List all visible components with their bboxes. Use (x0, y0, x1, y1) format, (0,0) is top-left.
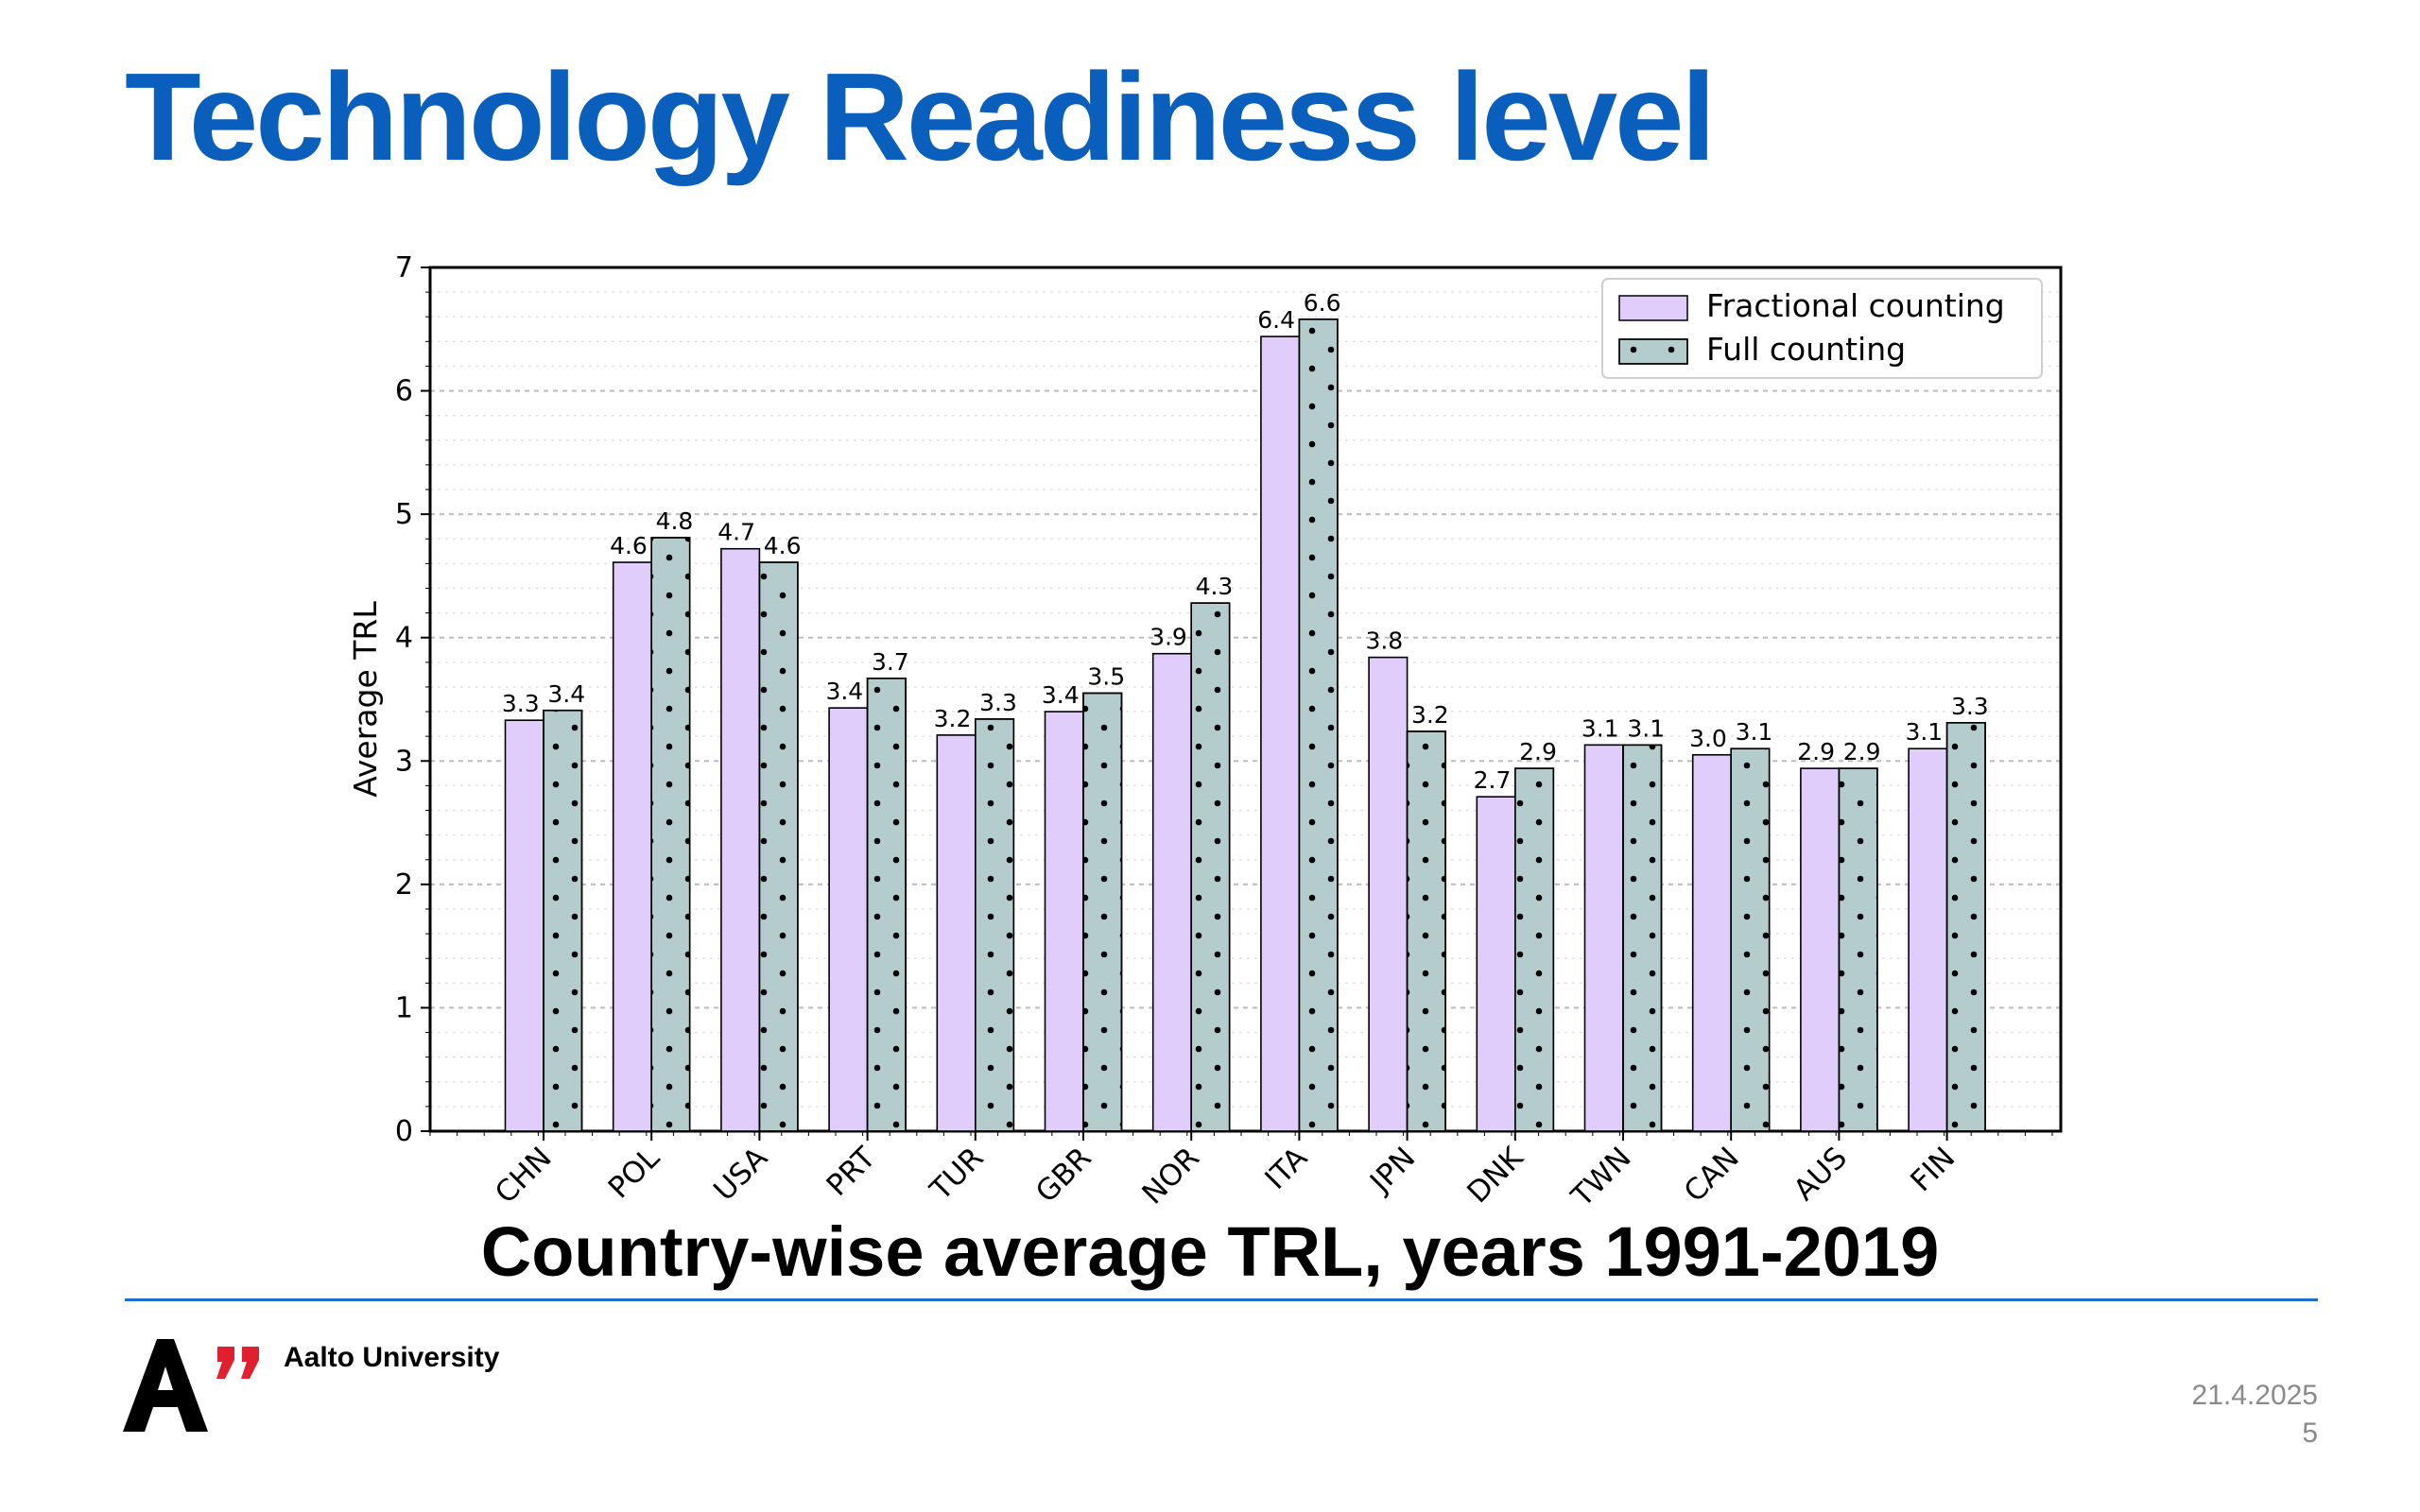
x-tick-label: DNK (1461, 1141, 1530, 1211)
data-label: 4.6 (610, 532, 648, 559)
data-label: 2.9 (1519, 738, 1557, 765)
x-tick-label: CHN (489, 1141, 559, 1211)
legend-swatch-hatch (1618, 338, 1688, 365)
x-tick-label: FIN (1904, 1141, 1962, 1198)
data-label: 6.6 (1304, 289, 1341, 317)
footer-divider (125, 1298, 2318, 1301)
bar-fractional (1260, 335, 1301, 1132)
slide-date: 21.4.2025 (2191, 1380, 2318, 1411)
bar-fractional (1151, 652, 1192, 1132)
data-label: 2.9 (1843, 738, 1881, 765)
bar-dot-hatch (758, 561, 799, 1132)
logo-quote-mark (241, 1347, 259, 1379)
data-label: 4.3 (1196, 573, 1234, 600)
y-axis-label: Average TRL (347, 601, 384, 798)
bar-fractional (936, 734, 977, 1132)
legend-box (1601, 278, 2043, 379)
bar-dot-hatch (650, 537, 691, 1132)
data-label: 3.1 (1627, 714, 1665, 742)
bar-fractional (828, 707, 869, 1132)
bar-fractional (1800, 767, 1841, 1132)
data-label: 4.6 (764, 532, 802, 559)
bar-dot-hatch (866, 678, 907, 1132)
university-name: Aalto University (284, 1342, 500, 1373)
y-tick-label: 6 (395, 375, 413, 408)
data-label: 3.2 (1411, 701, 1449, 729)
y-tick-label: 5 (395, 498, 413, 531)
logo-quote-mark (216, 1347, 234, 1379)
bar-dot-hatch (1406, 730, 1446, 1132)
data-label: 3.4 (1042, 681, 1080, 709)
bar-fractional (1044, 711, 1084, 1132)
data-label: 6.4 (1257, 306, 1295, 334)
legend-label: Full counting (1706, 331, 1906, 368)
legend-label: Fractional counting (1706, 287, 2005, 324)
data-label: 3.1 (1905, 718, 1943, 746)
y-tick-label: 3 (395, 745, 413, 778)
y-tick-label: 7 (395, 251, 413, 284)
bar-dot-hatch (1730, 747, 1771, 1132)
x-tick-label: NOR (1136, 1141, 1206, 1211)
legend: Fractional counting Full counting (1601, 278, 2043, 379)
x-tick-label: AUS (1788, 1141, 1854, 1207)
data-label: 2.7 (1474, 766, 1512, 794)
x-tick-label: TUR (924, 1141, 991, 1208)
data-label: 3.2 (934, 705, 972, 732)
bar-fractional (504, 719, 544, 1132)
x-tick-label: TWN (1564, 1141, 1638, 1214)
y-tick-label: 2 (395, 868, 413, 902)
x-tick-label: POL (602, 1141, 667, 1206)
y-tick-label: 4 (395, 622, 413, 655)
bar-dot-hatch (543, 709, 583, 1132)
data-label: 3.0 (1689, 725, 1727, 752)
bars (504, 318, 1986, 1132)
data-labels: 3.3 3.44.64.8 4.7 4.63.43.73.23.3 3.43.53.94… (502, 289, 1989, 794)
bar-dot-hatch (1082, 692, 1123, 1132)
bar-fractional (1691, 753, 1732, 1132)
trl-bar-chart: 0 1 2 3 4 5 6 7 Average TRL CHN POL USA PRT TUR GBR NOR… (347, 251, 2063, 1214)
data-label: 4.8 (656, 507, 694, 535)
bar-fractional (1476, 796, 1516, 1132)
bar-fractional (1368, 656, 1409, 1132)
data-label: 3.1 (1582, 714, 1619, 742)
bar-dot-hatch (1190, 602, 1231, 1132)
chart-caption: Country-wise average TRL, years 1991-201… (480, 1212, 1940, 1291)
x-tick-label: PRT (821, 1140, 883, 1202)
bar-fractional (612, 561, 653, 1132)
plot-frame (428, 266, 2063, 1133)
bar-fractional (1908, 747, 1948, 1132)
y-tick-label: 1 (395, 991, 413, 1024)
x-tick-label: ITA (1258, 1141, 1314, 1196)
data-label: 2.9 (1797, 738, 1835, 765)
data-label: 3.5 (1087, 662, 1125, 690)
data-label: 3.1 (1736, 718, 1773, 746)
slide-title: Technology Readiness level (125, 47, 1716, 186)
data-label: 3.4 (825, 678, 863, 705)
bar-dot-hatch (1838, 767, 1878, 1132)
aalto-logo (123, 1339, 259, 1432)
data-label: 3.4 (547, 680, 585, 708)
data-label: 3.3 (979, 689, 1017, 716)
data-label: 3.3 (502, 690, 540, 717)
page-number: 5 (2302, 1418, 2318, 1449)
x-tick-label: JPN (1362, 1141, 1422, 1200)
data-label: 3.7 (872, 648, 909, 676)
x-tick-label: USA (707, 1141, 774, 1208)
x-tick-label: GBR (1029, 1141, 1098, 1210)
bar-dot-hatch (1298, 318, 1339, 1132)
data-label: 4.7 (717, 519, 755, 546)
data-label: 3.3 (1951, 693, 1989, 720)
logo-letter-a-counter (158, 1366, 173, 1390)
bar-dot-hatch (1514, 767, 1555, 1132)
bar-fractional (1583, 744, 1624, 1132)
bar-dot-hatch (1945, 722, 1986, 1132)
x-tick-label: CAN (1678, 1141, 1746, 1209)
data-label: 3.8 (1365, 627, 1403, 655)
bar-dot-hatch (1622, 744, 1663, 1132)
bar-dot-hatch (975, 718, 1015, 1132)
legend-swatch (1618, 295, 1688, 321)
data-label: 3.9 (1150, 624, 1187, 651)
bar-fractional (720, 547, 761, 1132)
y-tick-label: 0 (395, 1115, 413, 1148)
